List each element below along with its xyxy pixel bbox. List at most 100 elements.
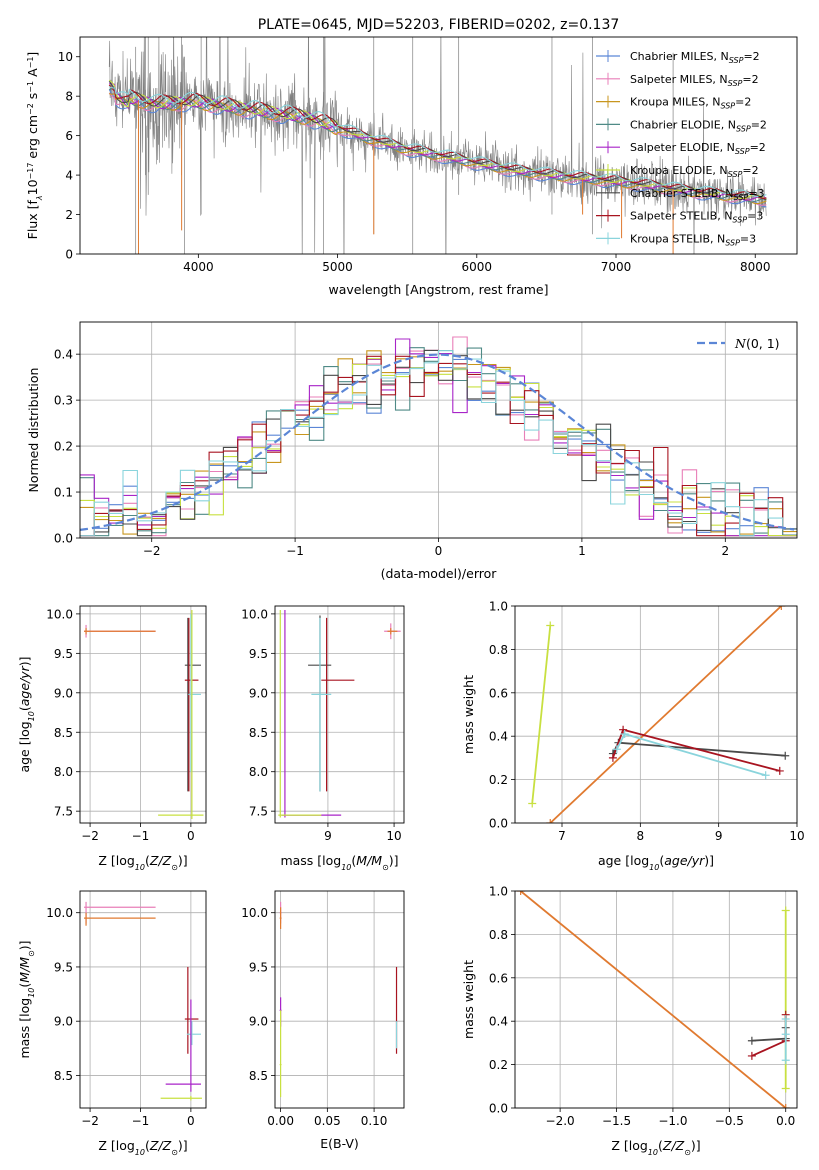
weight_vs_Z-ytick-label: 0.2 <box>489 1058 508 1072</box>
weight_vs_Z-ytick-label: 1.0 <box>489 885 508 899</box>
age_vs_Z-ytick-label: 7.5 <box>54 805 73 819</box>
mass_vs_Z-panel: −2 −1 0 8.5 9.0 9.5 10.0 Z [log10(Z/Z⊙)] mass [l… <box>17 890 207 1157</box>
mass_vs_Z-ytick-label: 10.0 <box>46 906 73 920</box>
weight-age-kroupa-stelib-marker <box>761 771 770 780</box>
weight-z-salpeter-stelib-marker <box>747 1051 756 1060</box>
age_vs_mass-panel: 9 10 7.5 8.0 8.5 9.0 9.5 10.0 mass [log10(M/M⊙)] <box>241 605 405 872</box>
weight_vs_age-ytick-label: 0.8 <box>489 643 508 657</box>
axes-frame <box>274 605 405 824</box>
weight-z-kroupa-stelib-marker <box>781 1056 790 1065</box>
spectrum-ytick-label: 4 <box>65 169 73 183</box>
weight-age-ylabel: mass weight <box>461 675 476 754</box>
mass_vs_Z-xtick-label: −2 <box>81 1114 99 1128</box>
mass_vs_ebv-panel: 0.00 0.05 0.10 8.5 9.0 9.5 10.0 E(B-V) <box>241 890 405 1151</box>
mass-z-xlabel: Z [log10(Z/Z⊙)] <box>98 1138 187 1157</box>
age_vs_mass-ytick-label: 8.0 <box>249 765 268 779</box>
axes-frame <box>79 321 798 539</box>
mass_vs_Z-ytick-label: 8.5 <box>54 1069 73 1083</box>
mass_vs_Z-ytick-label: 9.5 <box>54 960 73 974</box>
residuals-ylabel: Normed distribution <box>26 368 41 493</box>
weight_vs_age-ytick-label: 1.0 <box>489 600 508 614</box>
weight_vs_age-ytick-label: 0.6 <box>489 686 508 700</box>
spectrum-ytick-label: 8 <box>65 90 73 104</box>
weight-z-ylabel: mass weight <box>461 960 476 1039</box>
weight_vs_age-panel: 7 8 9 10 0.0 0.2 0.4 0.6 0.8 1.0 age [log10(age/yr… <box>461 600 805 872</box>
residuals-xtick-label: −2 <box>143 544 161 558</box>
age_vs_mass-ytick-label: 8.5 <box>249 726 268 740</box>
weight-z-kroupa-elodie-marker <box>781 1084 790 1093</box>
legend-label-0: Chabrier MILES, NSSP=2 <box>630 50 760 65</box>
axes-frame <box>79 36 798 255</box>
mass_vs_Z-xtick-label: 0 <box>187 1114 195 1128</box>
age_vs_mass-ytick-label: 9.5 <box>249 647 268 661</box>
residuals-plot-area <box>80 336 797 537</box>
normal-distribution-curve <box>80 353 795 531</box>
legend-label-2: Kroupa MILES, NSSP=2 <box>630 96 751 111</box>
mass_vs_ebv-xtick-label: 0.00 <box>267 1114 294 1128</box>
weight_vs_Z-xtick-label: −0.5 <box>715 1114 744 1128</box>
mass_vs_ebv-ytick-label: 10.0 <box>241 906 268 920</box>
spectrum-ytick-label: 2 <box>65 208 73 222</box>
residuals-xtick-label: 2 <box>721 544 729 558</box>
spectrum-xtick-label: 6000 <box>462 260 493 274</box>
residuals-ytick-label: 0.0 <box>54 532 73 546</box>
residuals-panel: −2 −1 0 1 2 0.0 0.1 0.2 0.3 0.4 (data-model)/error… <box>26 321 798 581</box>
age_vs_mass-plot-area <box>278 609 401 818</box>
spectrum-ytick-label: 0 <box>65 248 73 262</box>
weight_vs_age-ytick-label: 0.4 <box>489 730 508 744</box>
spectrum-xtick-label: 5000 <box>322 260 353 274</box>
age_vs_mass-ytick-label: 9.0 <box>249 686 268 700</box>
weight_vs_age-ytick-label: 0.0 <box>489 817 508 831</box>
age_vs_Z-xtick-label: 0 <box>187 829 195 843</box>
residuals-legend: N(0, 1) <box>697 336 780 351</box>
residuals-ytick-label: 0.1 <box>54 486 73 500</box>
weight_vs_Z-ytick-label: 0.8 <box>489 928 508 942</box>
spectrum-xtick-label: 7000 <box>601 260 632 274</box>
age_vs_mass-xtick-label: 9 <box>324 829 332 843</box>
residuals-ytick-label: 0.2 <box>54 440 73 454</box>
residuals-ytick-label: 0.3 <box>54 394 73 408</box>
weight-age-kroupa-miles-marker <box>546 819 555 823</box>
age_vs_Z-xtick-label: −2 <box>81 829 99 843</box>
residuals-ytick-label: 0.4 <box>54 348 73 362</box>
legend-label-6: Chabrier STELIB, NSSP=3 <box>630 187 764 202</box>
age_vs_mass-ytick-label: 10.0 <box>241 607 268 621</box>
age-z-xlabel: Z [log10(Z/Z⊙)] <box>98 853 187 872</box>
weight-z-kroupa-miles <box>520 891 787 1108</box>
spectrum-xtick-label: 4000 <box>183 260 214 274</box>
spectrum-ytick-label: 6 <box>65 129 73 143</box>
weight-z-chabrier-stelib <box>751 1027 787 1042</box>
mass-ebv-xlabel: E(B-V) <box>320 1136 359 1151</box>
weight-age-kroupa-miles <box>549 606 782 823</box>
legend-label-4: Salpeter ELODIE, NSSP=2 <box>630 141 766 156</box>
spectrum-legend: Chabrier MILES, NSSP=2 Salpeter MILES, NS… <box>596 50 767 247</box>
residuals-xtick-label: 1 <box>578 544 586 558</box>
age_vs_mass-xtick-label: 10 <box>386 829 401 843</box>
residual-histogram-7 <box>80 355 797 537</box>
mass_vs_ebv-xtick-label: 0.05 <box>314 1114 341 1128</box>
age_vs_mass-ytick-label: 7.5 <box>249 805 268 819</box>
weight-z-kroupa-miles-marker <box>516 891 525 895</box>
legend-label-3: Chabrier ELODIE, NSSP=2 <box>630 118 767 133</box>
weight-z-xlabel: Z [log10(Z/Z⊙)] <box>611 1138 700 1157</box>
axes-frame <box>79 605 207 824</box>
weight-age-kroupa-elodie <box>531 625 552 804</box>
model-spectrum-1 <box>108 92 767 206</box>
weight_vs_age-ytick-label: 0.2 <box>489 773 508 787</box>
mass_vs_ebv-xtick-label: 0.10 <box>361 1114 388 1128</box>
weight-age-salpeter-stelib-marker <box>608 753 617 762</box>
weight-age-kroupa-elodie-marker <box>546 621 555 630</box>
weight-z-kroupa-elodie-marker <box>781 906 790 915</box>
weight_vs_Z-panel: −2.0 −1.5 −1.0 −0.5 0.0 0.0 0.2 0.4 0.6 0.8 1.0 Z [… <box>461 885 798 1157</box>
age_vs_Z-ytick-label: 9.5 <box>54 647 73 661</box>
weight_vs_Z-xtick-label: 0.0 <box>776 1114 795 1128</box>
weight-z-kroupa-stelib-marker <box>781 1030 790 1039</box>
model-spectrum-8 <box>108 86 767 198</box>
age_vs_Z-xtick-label: −1 <box>132 829 150 843</box>
weight_vs_age-xtick-label: 9 <box>715 829 723 843</box>
mass_vs_ebv-ytick-label: 9.0 <box>249 1015 268 1029</box>
weight_vs_Z-xtick-label: −2.0 <box>546 1114 575 1128</box>
legend-gauss-label: N(0, 1) <box>734 336 780 351</box>
residual-histogram-8 <box>80 350 797 537</box>
